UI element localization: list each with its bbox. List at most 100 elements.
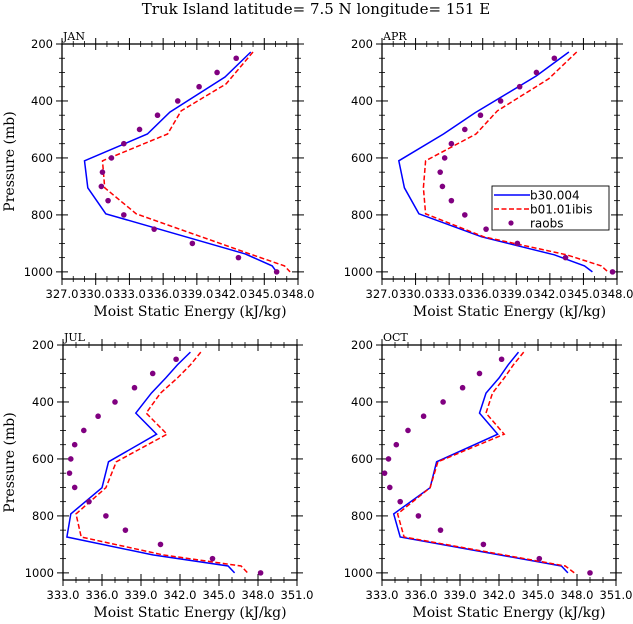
- raobs-point: [81, 427, 87, 434]
- raobs-point: [514, 240, 521, 247]
- series-group: [382, 351, 593, 576]
- x-tick-label: 336.0: [466, 287, 499, 301]
- x-tick-label: 342.0: [164, 588, 197, 602]
- raobs-point: [173, 356, 179, 363]
- raobs-point: [387, 484, 393, 491]
- y-tick-label: 600: [351, 151, 373, 165]
- y-tick-label: 400: [351, 94, 373, 108]
- raobs-point: [405, 427, 411, 434]
- raobs-point: [121, 212, 127, 218]
- raobs-point: [385, 456, 392, 462]
- panel-label: OCT: [383, 331, 408, 344]
- raobs-point: [151, 226, 157, 232]
- raobs-point: [174, 98, 181, 104]
- series-group: [397, 51, 616, 275]
- raobs-point: [98, 183, 105, 190]
- y-tick-label: 1000: [24, 265, 53, 279]
- raobs-point: [157, 541, 164, 548]
- raobs-point: [122, 527, 129, 533]
- raobs-point: [95, 413, 101, 420]
- y-tick-label: 600: [31, 151, 53, 165]
- raobs-point: [476, 370, 483, 377]
- x-tick-label: 348.0: [282, 287, 315, 301]
- raobs-point: [551, 55, 558, 62]
- raobs-point: [209, 555, 216, 562]
- raobs-point: [448, 197, 455, 204]
- raobs-point: [136, 126, 143, 133]
- raobs-point: [609, 269, 616, 275]
- y-tick-label: 400: [31, 94, 53, 108]
- raobs-point: [480, 541, 487, 548]
- x-tick-label: 345.0: [522, 588, 555, 602]
- raobs-point: [462, 212, 468, 218]
- y-tick-label: 800: [32, 509, 54, 523]
- raobs-point: [68, 456, 74, 462]
- b01-01ibis-line: [75, 351, 249, 574]
- figure-title: Truk Island latitude= 7.5 N longitude= 1…: [142, 0, 490, 18]
- x-tick-label: 336.0: [405, 588, 438, 602]
- y-tick-label: 200: [32, 338, 54, 352]
- x-tick-label: 336.0: [147, 287, 180, 301]
- x-tick-label: 342.0: [483, 588, 516, 602]
- raobs-point: [393, 441, 400, 448]
- y-tick-label: 1000: [25, 566, 54, 580]
- x-tick-label: 339.0: [180, 287, 213, 301]
- x-tick-label: 351.0: [600, 588, 633, 602]
- y-tick-label: 800: [351, 208, 373, 222]
- x-tick-label: 327.0: [366, 287, 399, 301]
- raobs-point: [462, 126, 468, 133]
- raobs-point: [497, 98, 504, 104]
- y-tick-label: 800: [31, 208, 53, 222]
- raobs-point: [112, 399, 118, 405]
- panel-jul: JUL 333.0 336.0 339.0 342.0 345.0 348.0 351.0 20…: [2, 331, 313, 621]
- x-tick-label: 351.0: [281, 588, 314, 602]
- x-tick-label: 342.0: [533, 287, 566, 301]
- x-tick-label: 342.0: [214, 287, 247, 301]
- series-group: [83, 51, 291, 275]
- x-axis-title: Moist Static Energy (kJ/kg): [413, 304, 606, 320]
- x-tick-label: 330.0: [79, 287, 112, 301]
- raobs-point: [71, 484, 78, 491]
- b01-01ibis-line: [101, 51, 291, 273]
- b30-004-line: [83, 51, 278, 273]
- raobs-point: [131, 384, 138, 391]
- x-tick-label: 333.0: [433, 287, 466, 301]
- x-tick-label: 345.0: [203, 588, 236, 602]
- x-tick-label: 339.0: [125, 588, 158, 602]
- legend-label: raobs: [530, 217, 564, 231]
- y-tick-label: 200: [31, 37, 53, 51]
- y-tick-label: 200: [351, 338, 373, 352]
- raobs-point: [440, 399, 446, 405]
- x-tick-label: 333.0: [113, 287, 146, 301]
- plot-frame: [61, 43, 299, 280]
- raobs-point: [105, 197, 111, 204]
- raobs-point: [439, 183, 446, 190]
- raobs-point: [437, 169, 443, 175]
- raobs-point: [441, 155, 448, 161]
- raobs-point: [108, 155, 115, 161]
- plot-frame: [381, 344, 617, 581]
- x-tick-label: 345.0: [248, 287, 281, 301]
- raobs-point: [448, 140, 455, 147]
- raobs-point: [214, 69, 220, 76]
- raobs-point: [196, 83, 202, 90]
- x-tick-label: 333.0: [366, 588, 399, 602]
- plot-frame: [381, 43, 618, 280]
- raobs-point: [415, 513, 422, 519]
- y-tick-label: 600: [351, 452, 373, 466]
- x-tick-label: 336.0: [86, 588, 119, 602]
- raobs-point: [189, 240, 196, 247]
- x-tick-label: 327.0: [46, 287, 79, 301]
- raobs-point: [562, 254, 569, 261]
- y-tick-label: 400: [351, 395, 373, 409]
- x-tick-label: 348.0: [561, 588, 594, 602]
- panel-label: JUL: [63, 331, 86, 344]
- x-tick-label: 339.0: [444, 588, 477, 602]
- x-tick-label: 348.0: [242, 588, 275, 602]
- panel-label: JAN: [62, 30, 85, 43]
- x-tick-label: 330.0: [399, 287, 432, 301]
- b01-01ibis-line: [422, 51, 609, 273]
- raobs-point: [154, 112, 161, 119]
